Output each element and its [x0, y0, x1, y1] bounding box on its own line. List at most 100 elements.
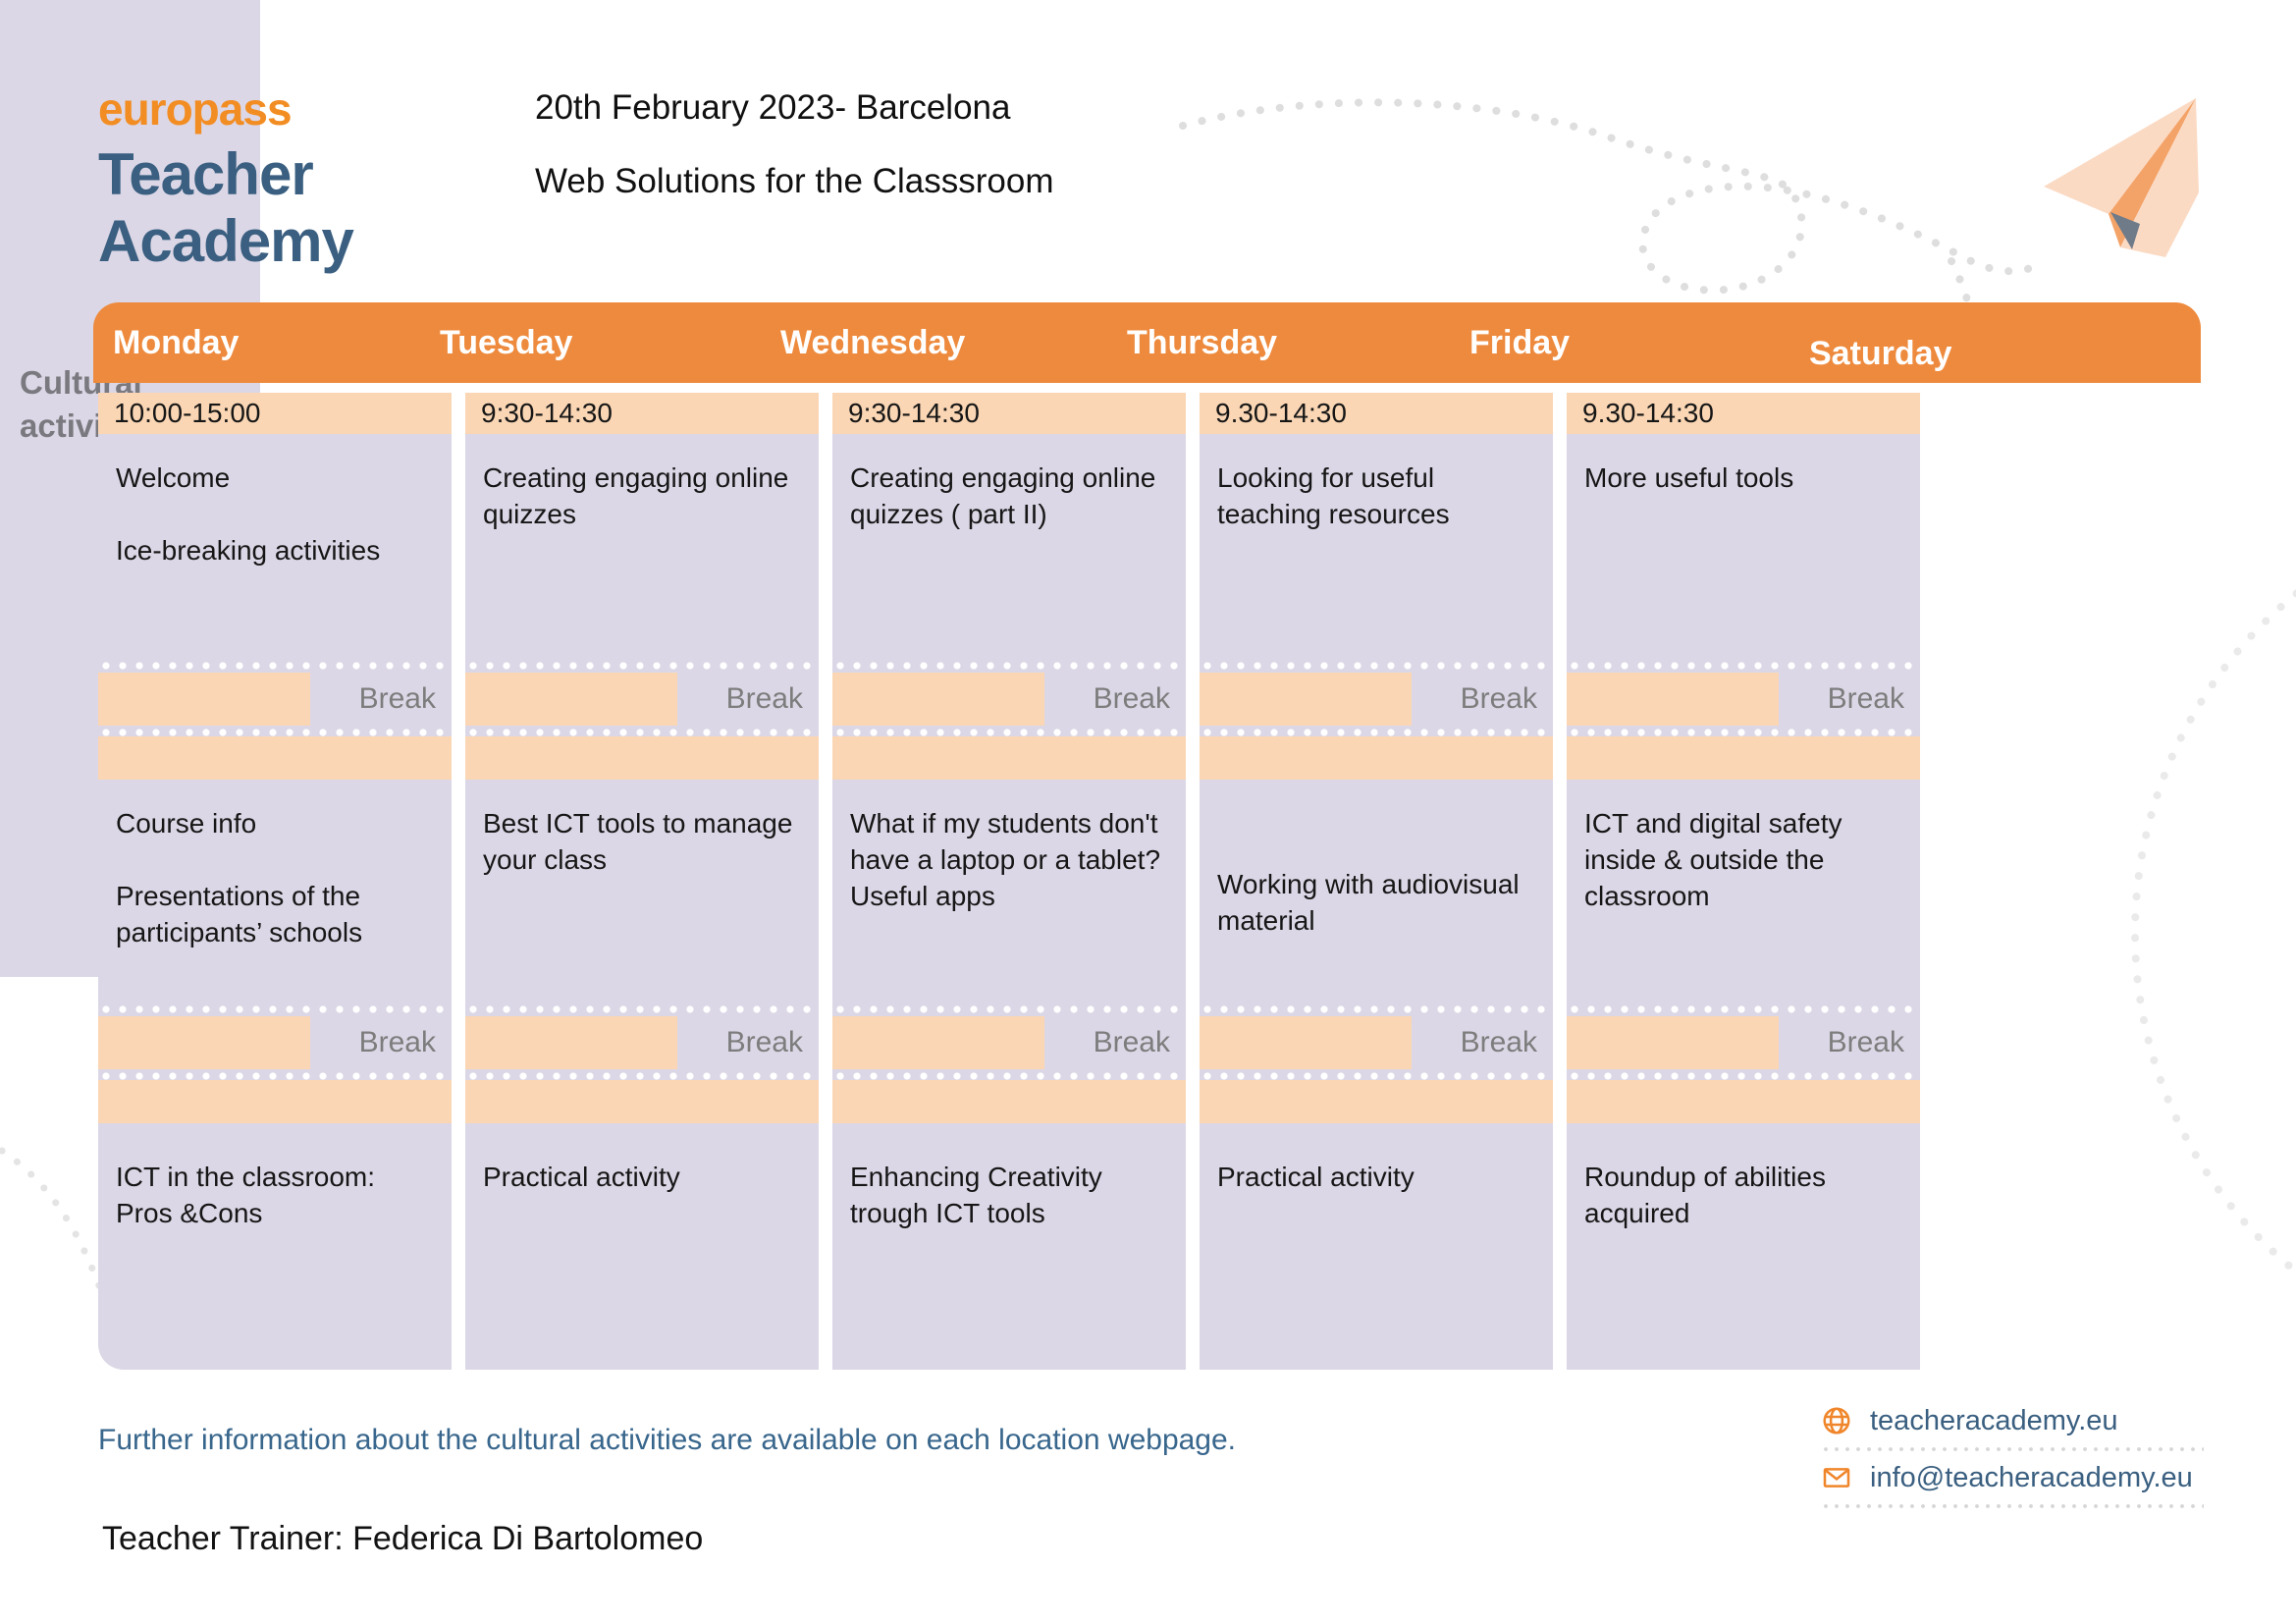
session-cell: Creating engaging online quizzes ( part …	[832, 434, 1186, 662]
day-header-saturday: Saturday	[1809, 335, 1952, 372]
dotted-divider	[1200, 1005, 1553, 1013]
break-label: Break	[725, 682, 803, 715]
dotted-divider	[98, 729, 452, 736]
break-row: Break	[1567, 670, 1920, 729]
break-label: Break	[1093, 682, 1170, 715]
break-chip	[98, 1016, 310, 1069]
day-column-friday: 9.30-14:30 More useful tools Break ICT a…	[1567, 393, 1920, 1370]
dotted-divider	[1200, 729, 1553, 736]
email-link[interactable]: info@teacheracademy.eu	[1870, 1461, 2193, 1493]
session-cell: What if my students don't have a laptop …	[832, 780, 1186, 1005]
break-label: Break	[1827, 1026, 1904, 1058]
dotted-divider	[1567, 1072, 1920, 1080]
contact-divider	[1821, 1503, 2204, 1509]
peach-band	[98, 1080, 452, 1123]
break-row: Break	[98, 670, 452, 729]
day-header-tuesday: Tuesday	[440, 324, 573, 361]
break-chip	[465, 673, 677, 726]
europass-teacher-academy-logo: europass Teacher Academy	[98, 83, 354, 274]
day-header-monday: Monday	[113, 324, 240, 361]
day-column-wednesday: 9:30-14:30 Creating engaging online quiz…	[832, 393, 1186, 1370]
paper-plane-icon	[2044, 98, 2199, 257]
time-range-thursday: 9.30-14:30	[1200, 393, 1553, 434]
right-dotted-circle	[2131, 588, 2296, 1277]
email-row[interactable]: info@teacheracademy.eu	[1821, 1455, 2204, 1500]
contact-box: teacheracademy.eu info@teacheracademy.eu	[1821, 1398, 2204, 1512]
break-label: Break	[1827, 682, 1904, 715]
dotted-divider	[98, 1072, 452, 1080]
dotted-divider	[98, 662, 452, 670]
peach-band	[1567, 736, 1920, 780]
session-cell: Welcome Ice-breaking activities	[98, 434, 452, 662]
break-chip	[465, 1016, 677, 1069]
session-cell: Best ICT tools to manage your class	[465, 780, 819, 1005]
dotted-divider	[1567, 729, 1920, 736]
day-header-friday: Friday	[1469, 324, 1571, 361]
session-cell: Practical activity	[1200, 1123, 1553, 1370]
peach-band	[1567, 1080, 1920, 1123]
plane-flight-path	[1179, 98, 2046, 295]
logo-brand: europass	[98, 83, 293, 135]
session-cell: Creating engaging online quizzes	[465, 434, 819, 662]
session-cell: Enhancing Creativity trough ICT tools	[832, 1123, 1186, 1370]
session-cell: ICT and digital safety inside & outside …	[1567, 780, 1920, 1005]
date-location: 20th February 2023- Barcelona	[535, 88, 1011, 127]
peach-band	[98, 736, 452, 780]
session-cell: Course info Presentations of the partici…	[98, 780, 452, 1005]
day-column-thursday: 9.30-14:30 Looking for useful teaching r…	[1200, 393, 1553, 1370]
break-chip	[1567, 1016, 1779, 1069]
break-chip	[832, 673, 1044, 726]
session-cell: Roundup of abilities acquired	[1567, 1123, 1920, 1370]
mail-icon	[1823, 1468, 1850, 1488]
break-label: Break	[358, 1026, 436, 1058]
break-chip	[98, 673, 310, 726]
day-header-thursday: Thursday	[1127, 324, 1278, 361]
dotted-divider	[465, 1072, 819, 1080]
dotted-divider	[1200, 1072, 1553, 1080]
peach-band	[832, 1080, 1186, 1123]
time-range-monday: 10:00-15:00	[98, 393, 452, 434]
dotted-divider	[832, 662, 1186, 670]
contact-divider	[1821, 1446, 2204, 1452]
session-cell: Working with audiovisual material	[1200, 780, 1553, 1005]
dotted-divider	[465, 662, 819, 670]
peach-band	[1200, 736, 1553, 780]
logo-line-teacher: Teacher	[98, 141, 314, 207]
break-row: Break	[832, 670, 1186, 729]
website-link[interactable]: teacheracademy.eu	[1870, 1404, 2118, 1436]
time-range-tuesday: 9:30-14:30	[465, 393, 819, 434]
break-row: Break	[1200, 670, 1553, 729]
dotted-divider	[465, 1005, 819, 1013]
day-column-tuesday: 9:30-14:30 Creating engaging online quiz…	[465, 393, 819, 1370]
logo-line-academy: Academy	[98, 208, 354, 274]
time-range-wednesday: 9:30-14:30	[832, 393, 1186, 434]
break-label: Break	[1460, 682, 1537, 715]
break-chip	[1200, 1016, 1412, 1069]
session-cell: More useful tools	[1567, 434, 1920, 662]
break-row: Break	[465, 670, 819, 729]
break-label: Break	[358, 682, 436, 715]
weekday-header-band	[93, 302, 2201, 383]
dotted-divider	[1567, 1005, 1920, 1013]
peach-band	[1200, 1080, 1553, 1123]
break-label: Break	[725, 1026, 803, 1058]
break-chip	[832, 1016, 1044, 1069]
course-title: Web Solutions for the Classsroom	[535, 162, 1054, 200]
dotted-divider	[832, 729, 1186, 736]
break-label: Break	[1460, 1026, 1537, 1058]
peach-band	[465, 736, 819, 780]
dotted-divider	[832, 1072, 1186, 1080]
website-row[interactable]: teacheracademy.eu	[1821, 1398, 2204, 1443]
dotted-divider	[832, 1005, 1186, 1013]
session-cell: Looking for useful teaching resources	[1200, 434, 1553, 662]
cultural-info-note: Further information about the cultural a…	[98, 1424, 1237, 1456]
break-chip	[1200, 673, 1412, 726]
session-cell: Practical activity	[465, 1123, 819, 1370]
globe-icon	[1823, 1407, 1850, 1435]
time-range-friday: 9.30-14:30	[1567, 393, 1920, 434]
break-row: Break	[465, 1013, 819, 1072]
teacher-trainer: Teacher Trainer: Federica Di Bartolomeo	[102, 1520, 704, 1557]
day-header-wednesday: Wednesday	[780, 324, 966, 361]
session-cell: ICT in the classroom: Pros &Cons	[98, 1123, 452, 1370]
